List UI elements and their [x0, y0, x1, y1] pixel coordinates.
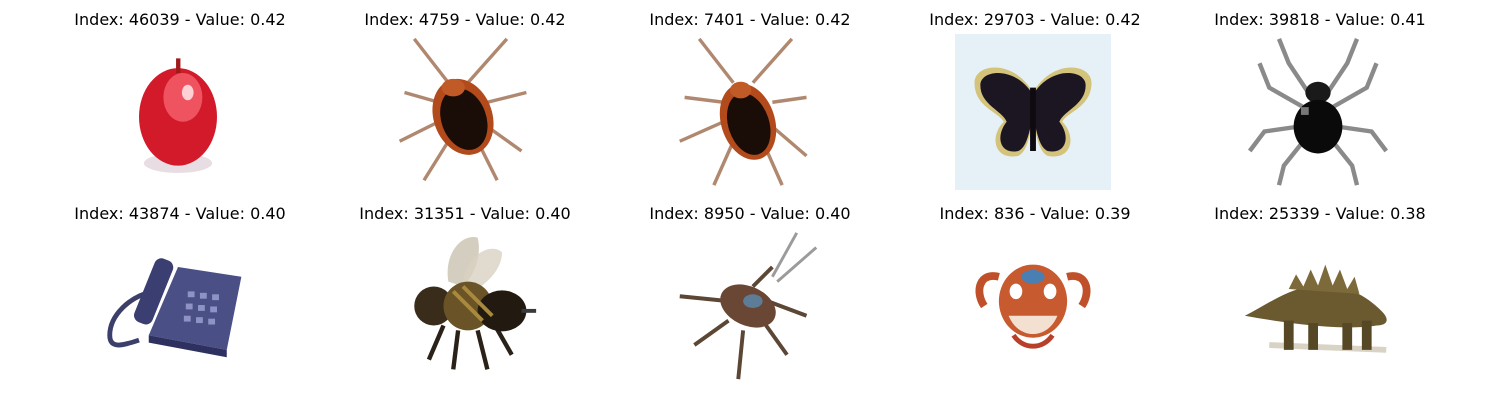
cockroach-image	[670, 34, 826, 190]
telephone-image	[100, 228, 256, 384]
panel-title: Index: 4759 - Value: 0.42	[364, 10, 566, 29]
panel-10: Index: 25339 - Value: 0.38	[1175, 194, 1465, 384]
dinosaur-image	[1240, 228, 1396, 384]
panel-title: Index: 46039 - Value: 0.42	[74, 10, 286, 29]
spider-image	[1240, 34, 1396, 190]
panel-title: Index: 31351 - Value: 0.40	[359, 204, 571, 223]
panel-3: Index: 7401 - Value: 0.42	[605, 0, 895, 190]
bee-image	[385, 228, 541, 384]
apple-image	[100, 34, 256, 190]
cockroach-image	[385, 34, 541, 190]
panel-9: Index: 836 - Value: 0.39	[890, 194, 1180, 384]
panel-6: Index: 43874 - Value: 0.40	[35, 194, 325, 384]
panel-title: Index: 29703 - Value: 0.42	[929, 10, 1141, 29]
panel-title: Index: 8950 - Value: 0.40	[649, 204, 851, 223]
panel-7: Index: 31351 - Value: 0.40	[320, 194, 610, 384]
panel-title: Index: 7401 - Value: 0.42	[649, 10, 851, 29]
panel-title: Index: 25339 - Value: 0.38	[1214, 204, 1426, 223]
panel-8: Index: 8950 - Value: 0.40	[605, 194, 895, 384]
crab-image	[955, 228, 1111, 384]
panel-title: Index: 43874 - Value: 0.40	[74, 204, 286, 223]
panel-1: Index: 46039 - Value: 0.42	[35, 0, 325, 190]
panel-title: Index: 39818 - Value: 0.41	[1214, 10, 1426, 29]
panel-title: Index: 836 - Value: 0.39	[939, 204, 1131, 223]
butterfly-image	[955, 34, 1111, 190]
panel-5: Index: 39818 - Value: 0.41	[1175, 0, 1465, 190]
panel-2: Index: 4759 - Value: 0.42	[320, 0, 610, 190]
panel-4: Index: 29703 - Value: 0.42	[890, 0, 1180, 190]
cockroach-image	[670, 228, 826, 384]
